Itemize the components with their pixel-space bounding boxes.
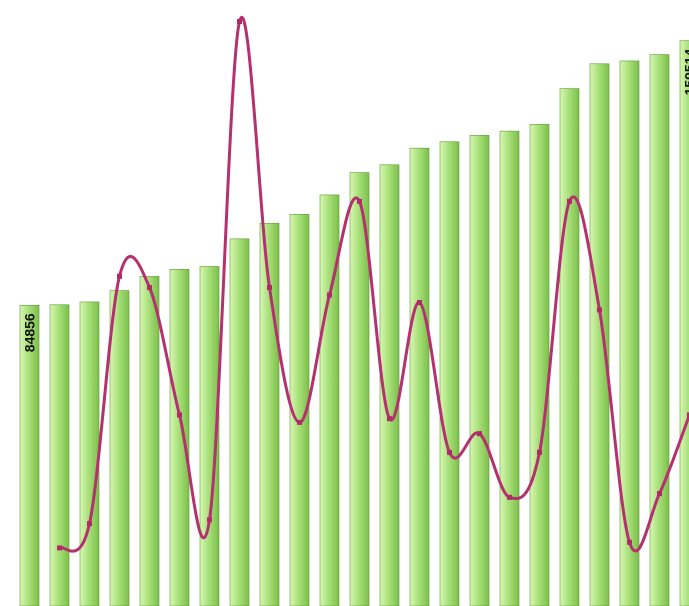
- line-marker-12: [417, 299, 422, 305]
- data-label-0: 84856: [22, 313, 38, 352]
- trend-line-group: [57, 16, 689, 553]
- bar-1: [49, 304, 70, 606]
- line-marker-8: [297, 419, 302, 425]
- bar-15: [469, 135, 490, 606]
- bar-4: [139, 276, 160, 606]
- bar-22: [679, 40, 689, 606]
- line-marker-20: [657, 491, 662, 497]
- bar-6: [199, 266, 220, 606]
- bar-2: [79, 301, 100, 606]
- line-marker-2: [117, 273, 122, 279]
- line-marker-6: [237, 18, 242, 24]
- line-marker-5: [207, 517, 212, 523]
- bar-3: [109, 290, 130, 606]
- bar-18: [559, 88, 580, 606]
- bar-7: [229, 238, 250, 606]
- bar-13: [409, 147, 430, 606]
- line-marker-11: [387, 416, 392, 422]
- bar-20: [619, 60, 640, 606]
- line-marker-7: [267, 285, 272, 291]
- bar-17: [529, 124, 550, 606]
- bar-0: [19, 304, 40, 606]
- bar-16: [499, 130, 520, 606]
- line-marker-1: [87, 521, 92, 527]
- bar-12: [379, 164, 400, 606]
- bar-14: [439, 141, 460, 606]
- bar-19: [589, 63, 610, 606]
- line-marker-21: [687, 412, 689, 418]
- bar-5: [169, 269, 190, 606]
- data-labels-group: 84856 159514: [22, 48, 689, 352]
- bar-21: [649, 54, 670, 606]
- line-marker-4: [177, 412, 182, 418]
- line-marker-14: [477, 431, 482, 437]
- line-marker-13: [447, 449, 452, 455]
- line-marker-15: [507, 494, 512, 500]
- bars-group: [19, 40, 689, 606]
- line-marker-17: [567, 198, 572, 204]
- bar-9: [289, 214, 310, 606]
- trend-line: [58, 16, 689, 553]
- bar-11: [349, 172, 370, 606]
- line-marker-0: [57, 545, 62, 551]
- line-marker-10: [357, 198, 362, 204]
- line-marker-9: [327, 292, 332, 298]
- data-label-22: 159514: [682, 48, 689, 95]
- line-marker-19: [627, 539, 632, 545]
- line-marker-16: [537, 449, 542, 455]
- bar-10: [319, 194, 340, 606]
- line-marker-18: [597, 307, 602, 313]
- line-marker-3: [147, 285, 152, 291]
